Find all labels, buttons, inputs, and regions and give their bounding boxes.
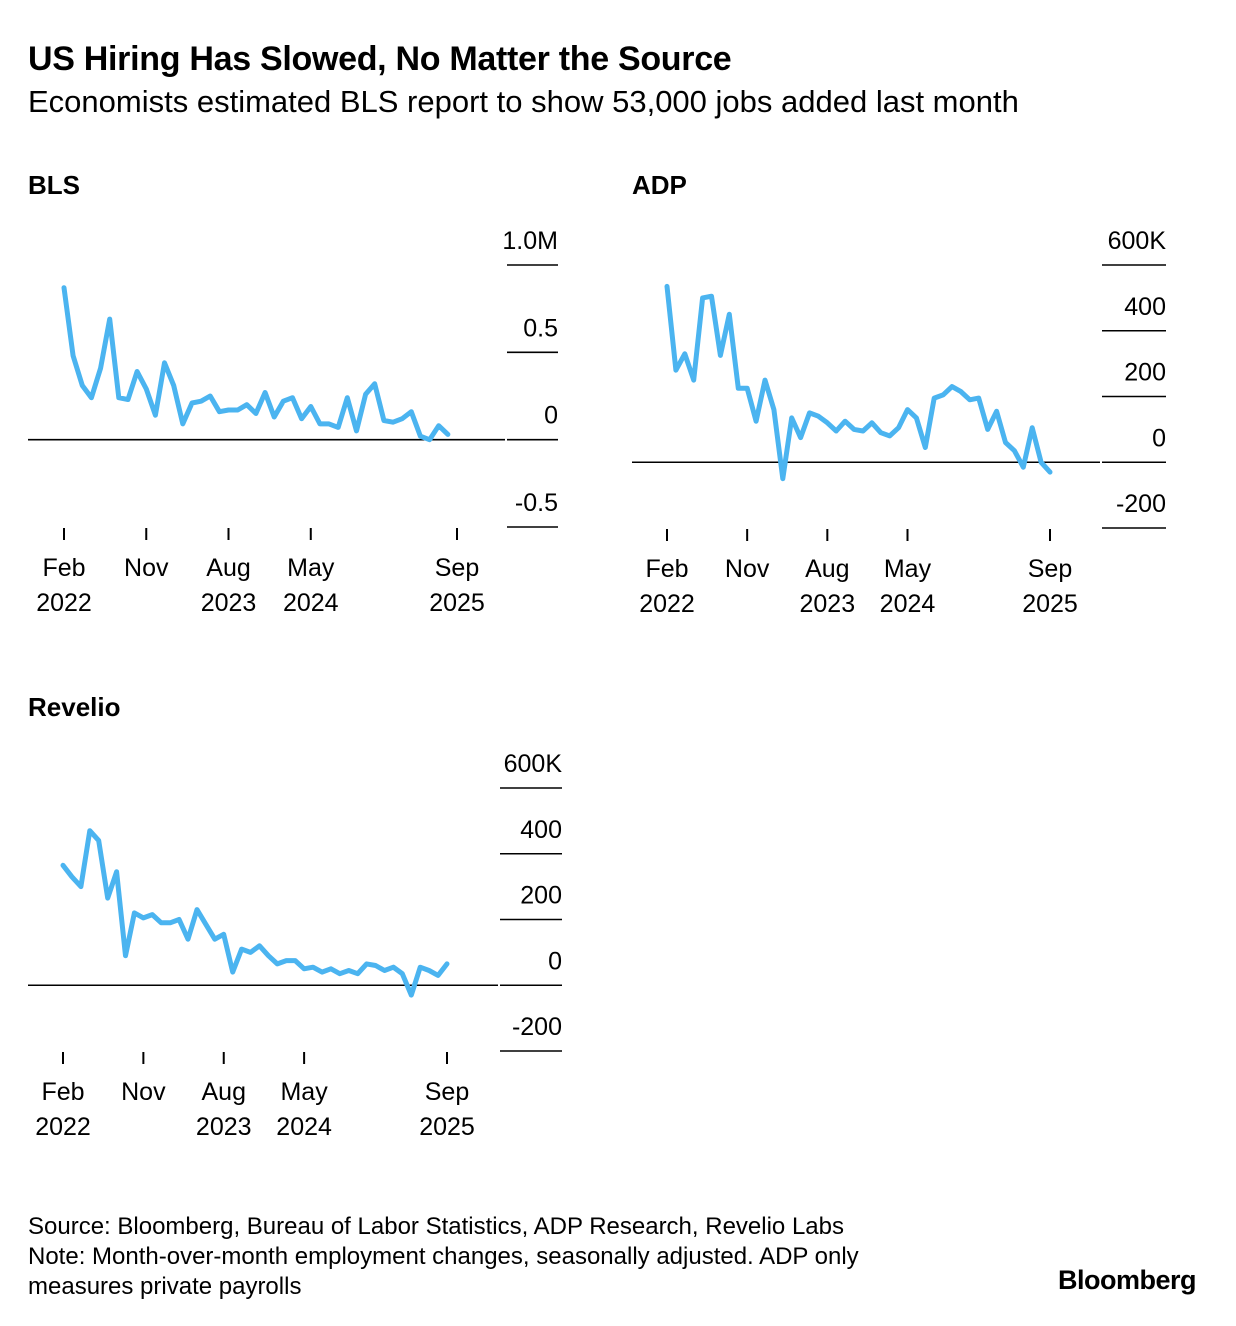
bls-xtick-month-3: May [287, 554, 335, 582]
bls-ytick-label-2: 0 [544, 402, 558, 430]
revelio-ytick-label-0: 600K [504, 750, 563, 778]
adp-xtick-month-0: Feb [645, 555, 688, 583]
bls-ytick-label-1: 0.5 [523, 314, 558, 342]
adp-ytick-label-3: 0 [1152, 424, 1166, 452]
revelio-chart: 600K 400 200 0 -200 Feb 2022 Nov Aug 2023 May 2024 S… [28, 750, 563, 1141]
revelio-ytick-label-4: -200 [512, 1013, 562, 1041]
revelio-xtick-month-0: Feb [41, 1078, 84, 1106]
bls-panel-title: BLS [28, 170, 80, 200]
revelio-xtick-year-4: 2025 [419, 1113, 475, 1141]
adp-panel-title: ADP [632, 170, 687, 200]
adp-xtick-month-1: Nov [725, 555, 770, 583]
footer: Source: Bloomberg, Bureau of Labor Stati… [28, 1212, 1028, 1302]
adp-xtick-year-0: 2022 [639, 590, 695, 618]
note-text-line1: Note: Month-over-month employment change… [28, 1243, 859, 1270]
source-text: Source: Bloomberg, Bureau of Labor Stati… [28, 1213, 844, 1240]
bls-series-line [61, 285, 451, 443]
revelio-ytick-label-1: 400 [520, 816, 562, 844]
adp-xtick-year-4: 2025 [1022, 590, 1078, 618]
bls-xtick-month-1: Nov [124, 554, 169, 582]
adp-xtick-year-3: 2024 [880, 590, 936, 618]
chart-subtitle: Economists estimated BLS report to show … [28, 84, 1019, 119]
bls-xtick-year-4: 2025 [429, 589, 485, 617]
bls-xtick-month-0: Feb [42, 554, 85, 582]
chart-title: US Hiring Has Slowed, No Matter the Sour… [28, 40, 732, 78]
revelio-xtick-month-2: Aug [202, 1078, 246, 1106]
bls-xtick-month-2: Aug [206, 554, 250, 582]
adp-ytick-label-0: 600K [1108, 227, 1167, 255]
adp-ytick-label-4: -200 [1116, 490, 1166, 518]
adp-xtick-month-3: May [884, 555, 932, 583]
bls-xtick-year-0: 2022 [36, 589, 92, 617]
adp-ytick-label-1: 400 [1124, 293, 1166, 321]
revelio-xtick-year-2: 2023 [196, 1113, 252, 1141]
bls-xtick-year-3: 2024 [283, 589, 339, 617]
adp-xtick-month-4: Sep [1028, 555, 1072, 583]
bloomberg-logo: Bloomberg [1057, 1265, 1197, 1295]
adp-series-line [664, 283, 1053, 482]
revelio-series-line [60, 828, 450, 998]
bls-ytick-label-3: -0.5 [515, 489, 558, 517]
adp-chart: 600K 400 200 0 -200 Feb 2022 Nov Aug 2023 May 2024 S… [632, 227, 1167, 618]
bls-ytick-label-0: 1.0M [502, 227, 558, 255]
revelio-panel-title: Revelio [28, 692, 121, 722]
revelio-xtick-year-3: 2024 [276, 1113, 332, 1141]
adp-xtick-year-2: 2023 [800, 590, 856, 618]
bls-xtick-year-2: 2023 [201, 589, 257, 617]
revelio-xtick-year-0: 2022 [35, 1113, 91, 1141]
revelio-ytick-label-2: 200 [520, 882, 562, 910]
adp-xtick-month-2: Aug [805, 555, 849, 583]
bls-chart: 1.0M 0.5 0 -0.5 Feb 2022 Nov Aug 2023 May 2024 Sep 2… [28, 227, 558, 617]
bls-xtick-month-4: Sep [435, 554, 479, 582]
revelio-xtick-month-3: May [280, 1078, 328, 1106]
note-text-line2: measures private payrolls [28, 1273, 302, 1300]
revelio-xtick-month-4: Sep [425, 1078, 469, 1106]
adp-ytick-label-2: 200 [1124, 359, 1166, 387]
revelio-ytick-label-3: 0 [548, 947, 562, 975]
revelio-xtick-month-1: Nov [121, 1078, 166, 1106]
